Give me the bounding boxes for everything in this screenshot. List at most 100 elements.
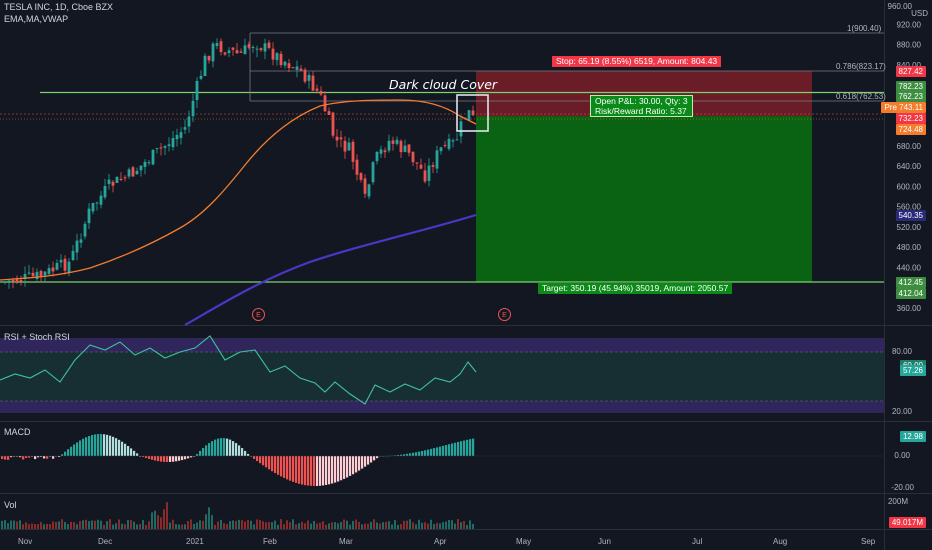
candle-body [291, 67, 295, 69]
volume-bar [214, 524, 216, 529]
volume-bar [157, 515, 159, 529]
macd-bar [52, 456, 55, 459]
macd-bar [46, 456, 49, 459]
volume-bar [79, 521, 81, 529]
macd-bar [97, 434, 100, 456]
macd-bar [133, 450, 136, 456]
candle-body [355, 159, 359, 175]
volume-bar [457, 519, 459, 529]
indicator-list[interactable]: EMA,MA,VWAP [4, 14, 69, 24]
volume-bar [301, 521, 303, 529]
macd-pane-label[interactable]: MACD [4, 427, 31, 437]
earnings-badge-2[interactable]: E [498, 308, 511, 321]
stop-label[interactable]: Stop: 65.19 (8.55%) 6519, Amount: 804.43 [552, 56, 722, 67]
price-axis[interactable]: 920.00880.00840.00800.00680.00640.00600.… [897, 20, 922, 313]
macd-bar [238, 445, 241, 456]
open-pl-box[interactable]: Open P&L: 30.00, Qty: 3 Risk/Reward Rati… [590, 95, 693, 117]
macd-bar [70, 446, 73, 456]
candle-body [323, 95, 327, 112]
volume-bar [415, 524, 417, 529]
macd-bar [370, 456, 373, 463]
target-zone[interactable] [476, 116, 812, 282]
symbol-title[interactable]: TESLA INC, 1D, Cboe BZX [4, 2, 114, 12]
macd-bar [412, 452, 415, 456]
macd-bar [130, 448, 133, 456]
volume-bar [46, 523, 48, 529]
volume-bar [439, 523, 441, 529]
macd-bar [406, 453, 409, 456]
volume-bar [442, 522, 444, 529]
macd-bar [100, 434, 103, 456]
risk-reward-text: Risk/Reward Ratio: 5.37 [595, 106, 687, 116]
macd-bar [268, 456, 271, 470]
volume-bar [109, 519, 111, 529]
candle-body [11, 279, 15, 282]
rsi-curve [0, 335, 477, 405]
candlestick-series[interactable] [3, 38, 475, 289]
macd-bar [292, 456, 295, 482]
candle-body [51, 267, 55, 272]
candle-body [331, 112, 335, 136]
volume-bar [139, 524, 141, 529]
dark-cloud-cover-box[interactable] [456, 94, 489, 132]
volume-bar [22, 524, 24, 529]
volume-bar [196, 522, 198, 529]
macd-bar [1, 456, 4, 459]
candle-body [67, 261, 71, 273]
macd-bar [103, 434, 106, 456]
earnings-badge-1[interactable]: E [252, 308, 265, 321]
volume-bar [220, 519, 222, 529]
candle-body [215, 43, 219, 47]
volume-bar [226, 524, 228, 529]
candle-body [23, 274, 27, 279]
macd-bar [10, 456, 13, 458]
open-pl-text: Open P&L: 30.00, Qty: 3 [595, 96, 688, 106]
candle-body [119, 178, 123, 181]
volume-bar [394, 520, 396, 529]
target-label[interactable]: Target: 350.19 (45.94%) 35019, Amount: 2… [538, 283, 733, 294]
macd-bar [322, 456, 325, 486]
rsi-overbought-band [0, 338, 884, 352]
ma-price-tag: 540.35 [895, 210, 926, 221]
macd-bar [115, 438, 118, 456]
volume-bar [337, 523, 339, 529]
volume-bar [460, 522, 462, 529]
vol-pane-label[interactable]: Vol [4, 500, 17, 510]
volume-bar [250, 520, 252, 529]
candle-body [447, 138, 451, 149]
candle-body [227, 50, 231, 54]
macd-bar [346, 456, 349, 478]
volume-bars [1, 502, 474, 529]
candle-body [191, 100, 195, 117]
candle-body [127, 169, 131, 177]
candle-body [95, 202, 99, 204]
macd-bar [415, 452, 418, 456]
macd-bar [205, 445, 208, 456]
price-tick: 880.00 [897, 41, 922, 50]
candle-body [39, 270, 43, 277]
macd-bar [454, 442, 457, 456]
macd-bar [217, 438, 220, 456]
macd-bar [304, 456, 307, 486]
dark-cloud-cover-annotation[interactable]: Dark cloud Cover [389, 77, 498, 92]
macd-bar [349, 456, 352, 476]
macd-bar [451, 443, 454, 456]
candle-body [279, 53, 283, 66]
price-tick: 640.00 [897, 162, 922, 171]
volume-bar [238, 519, 240, 529]
macd-bar [187, 456, 190, 459]
candle-body [75, 240, 79, 253]
rsi-pane-label[interactable]: RSI + Stoch RSI [4, 332, 70, 342]
macd-bar [250, 456, 253, 457]
volume-bar [181, 524, 183, 529]
macd-bar [265, 456, 268, 468]
macd-bar [430, 448, 433, 456]
volume-bar [211, 515, 213, 529]
macd-bar [394, 455, 397, 456]
macd-bar [280, 456, 283, 477]
volume-bar [343, 519, 345, 529]
macd-bar [109, 435, 112, 456]
candle-body [259, 48, 263, 51]
volume-bar [7, 523, 9, 529]
